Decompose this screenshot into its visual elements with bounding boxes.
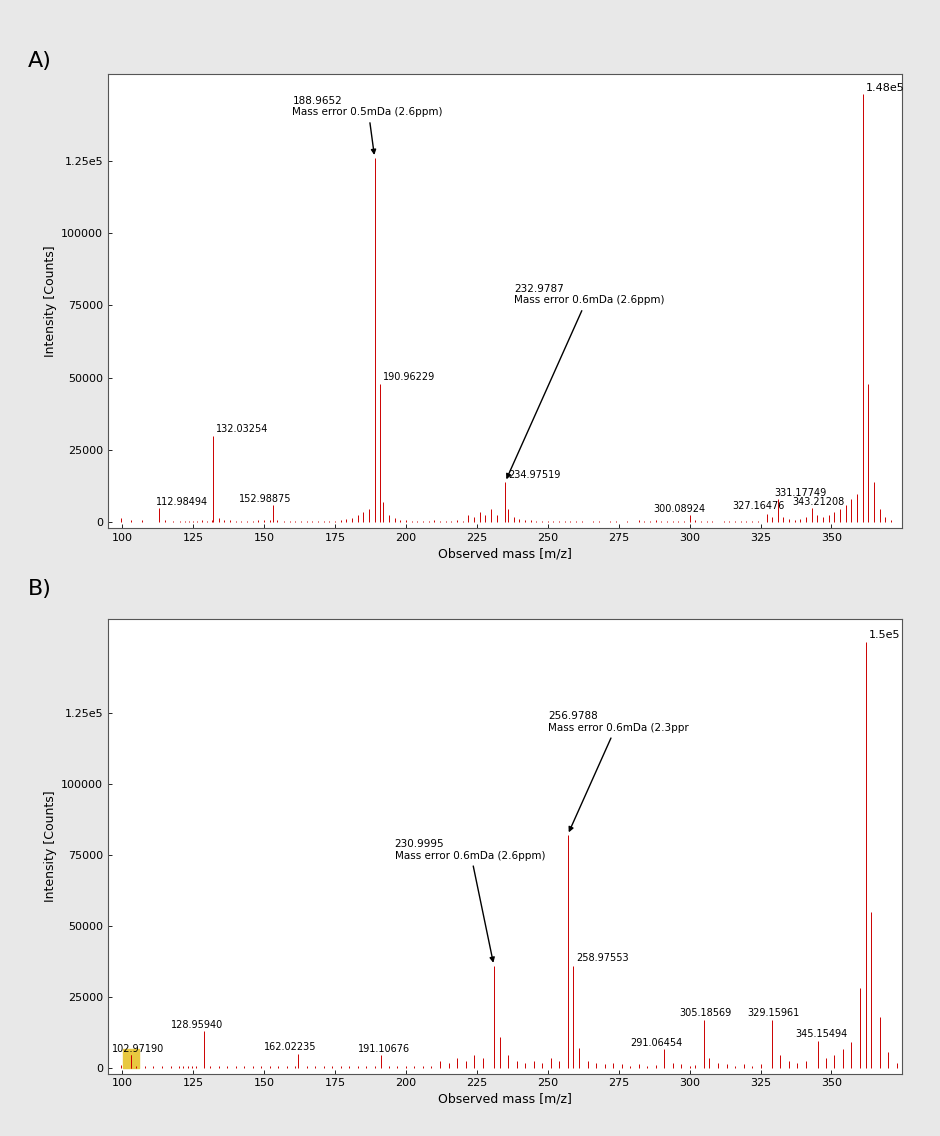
Y-axis label: Intensity [Counts]: Intensity [Counts] [44,245,57,357]
Text: 162.02235: 162.02235 [264,1042,317,1052]
Text: 256.9788
Mass error 0.6mDa (2.3ppr: 256.9788 Mass error 0.6mDa (2.3ppr [548,711,689,832]
Text: 345.15494: 345.15494 [795,1029,847,1039]
Text: 152.98875: 152.98875 [239,494,291,504]
Y-axis label: Intensity [Counts]: Intensity [Counts] [44,791,57,902]
Text: 234.97519: 234.97519 [508,470,560,481]
Text: 191.10676: 191.10676 [358,1044,410,1054]
Text: A): A) [28,51,52,72]
X-axis label: Observed mass [m/z]: Observed mass [m/z] [438,548,572,560]
X-axis label: Observed mass [m/z]: Observed mass [m/z] [438,1093,572,1105]
Text: B): B) [28,579,52,600]
Text: 102.97190: 102.97190 [113,1044,164,1054]
Text: 112.98494: 112.98494 [156,496,209,507]
Text: 1.5e5: 1.5e5 [869,630,900,641]
Text: 132.03254: 132.03254 [216,424,268,434]
Text: 291.06454: 291.06454 [630,1038,682,1047]
Text: 305.18569: 305.18569 [679,1008,731,1018]
Text: 329.15961: 329.15961 [746,1008,799,1018]
Text: 128.95940: 128.95940 [170,1019,223,1029]
Text: 230.9995
Mass error 0.6mDa (2.6ppm): 230.9995 Mass error 0.6mDa (2.6ppm) [395,838,545,961]
Text: 188.9652
Mass error 0.5mDa (2.6ppm): 188.9652 Mass error 0.5mDa (2.6ppm) [292,95,443,153]
Text: 327.16476: 327.16476 [732,501,785,511]
Text: 331.17749: 331.17749 [775,487,827,498]
Text: 190.96229: 190.96229 [384,373,435,382]
Text: 1.48e5: 1.48e5 [866,83,904,93]
Text: 232.9787
Mass error 0.6mDa (2.6ppm): 232.9787 Mass error 0.6mDa (2.6ppm) [507,284,665,478]
Text: 258.97553: 258.97553 [576,953,629,962]
Text: 300.08924: 300.08924 [653,503,705,513]
Text: 343.21208: 343.21208 [792,498,845,507]
